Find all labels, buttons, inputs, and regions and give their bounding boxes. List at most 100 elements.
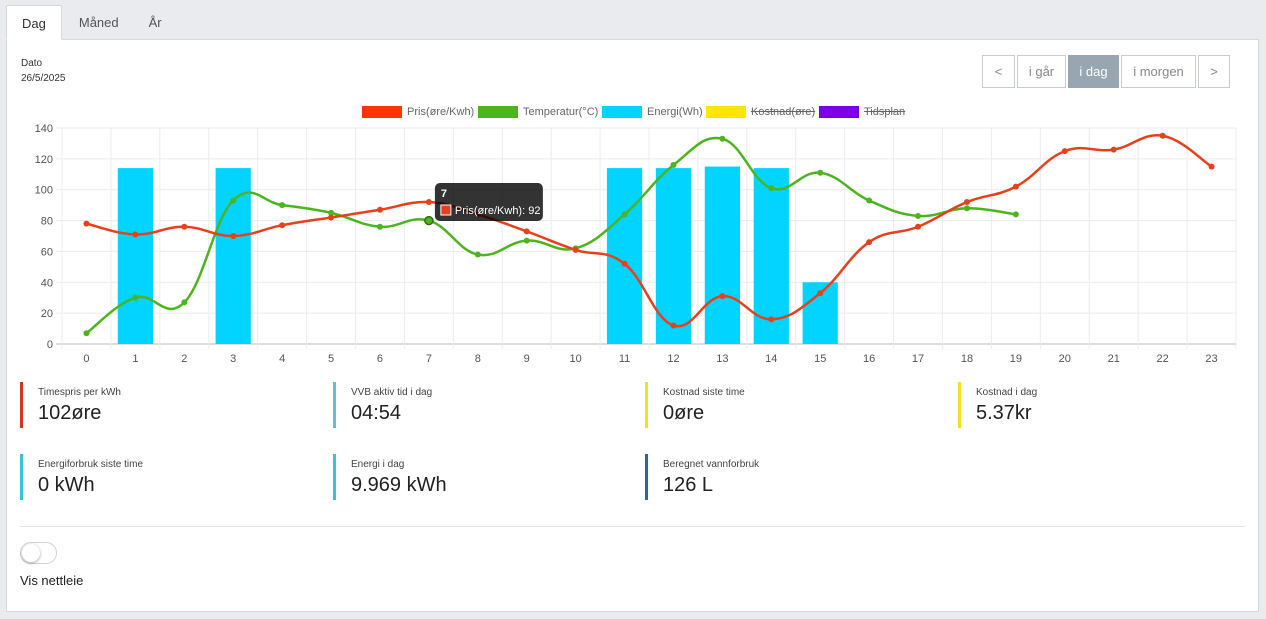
temperature-point bbox=[474, 251, 481, 258]
hover-point bbox=[424, 215, 434, 226]
card-vvb-active-time: VVB aktiv tid i dag 04:54 bbox=[333, 382, 432, 428]
price-point bbox=[1159, 132, 1166, 139]
legend-item-price[interactable]: Pris(øre/Kwh) bbox=[362, 105, 474, 119]
card-cost-last-hour: Kostnad siste time 0øre bbox=[645, 382, 745, 428]
x-tick-label: 18 bbox=[961, 353, 973, 365]
x-tick-label: 3 bbox=[230, 353, 236, 365]
price-point bbox=[963, 199, 970, 206]
tooltip-text: Pris(øre/Kwh): 92 bbox=[455, 205, 541, 217]
card-hourly-price: Timespris per kWh 102øre bbox=[20, 382, 121, 428]
price-point bbox=[866, 239, 873, 246]
temperature-point bbox=[621, 211, 628, 218]
x-tick-label: 8 bbox=[475, 353, 481, 365]
temperature-point bbox=[523, 237, 530, 244]
tooltip-swatch bbox=[440, 204, 452, 216]
temperature-point bbox=[719, 135, 726, 142]
temperature-point bbox=[328, 209, 335, 216]
tab-day[interactable]: Dag bbox=[6, 5, 62, 40]
price-point bbox=[181, 223, 188, 230]
y-tick-label: 140 bbox=[35, 123, 53, 135]
yesterday-button[interactable]: i går bbox=[1017, 55, 1066, 88]
y-tick-label: 60 bbox=[41, 246, 53, 258]
card-label: Kostnad siste time bbox=[663, 387, 745, 398]
x-tick-label: 22 bbox=[1157, 353, 1169, 365]
prev-day-button[interactable]: < bbox=[982, 55, 1015, 88]
tomorrow-button[interactable]: i morgen bbox=[1121, 55, 1196, 88]
x-tick-label: 12 bbox=[667, 353, 679, 365]
y-tick-label: 80 bbox=[41, 216, 53, 228]
x-tick-label: 5 bbox=[328, 353, 334, 365]
card-label: VVB aktiv tid i dag bbox=[351, 387, 433, 398]
price-point bbox=[1208, 163, 1215, 170]
tooltip-title: 7 bbox=[441, 188, 447, 200]
divider bbox=[20, 526, 1245, 527]
x-tick-label: 6 bbox=[377, 353, 383, 365]
legend-label-temperature: Temperatur(°C) bbox=[523, 106, 599, 118]
card-label: Beregnet vannforbruk bbox=[663, 459, 760, 470]
card-label: Kostnad i dag bbox=[976, 387, 1038, 398]
card-value: 102øre bbox=[38, 402, 102, 424]
x-tick-label: 15 bbox=[814, 353, 826, 365]
price-point bbox=[230, 233, 237, 239]
temperature-point bbox=[670, 162, 677, 169]
x-tick-label: 23 bbox=[1205, 353, 1217, 365]
card-energy-last-hour: Energiforbruk siste time 0 kWh bbox=[20, 454, 143, 500]
legend-item-temperature[interactable]: Temperatur(°C) bbox=[478, 105, 598, 119]
temperature-point bbox=[1012, 211, 1019, 218]
next-day-button[interactable]: > bbox=[1198, 55, 1230, 88]
temperature-point bbox=[866, 197, 873, 204]
date-label: Dato bbox=[21, 58, 43, 69]
legend-label-energy: Energi(Wh) bbox=[647, 106, 703, 118]
price-point bbox=[670, 322, 677, 329]
temperature-point bbox=[181, 299, 188, 306]
price-point bbox=[817, 290, 824, 297]
energy-bar bbox=[655, 168, 692, 344]
x-tick-label: 13 bbox=[716, 353, 728, 365]
price-point bbox=[768, 316, 775, 323]
x-tick-label: 16 bbox=[863, 353, 875, 365]
price-point bbox=[1012, 183, 1019, 190]
today-button[interactable]: i dag bbox=[1068, 55, 1119, 88]
price-point bbox=[279, 222, 286, 229]
energy-bar bbox=[215, 168, 251, 344]
grid-fee-toggle[interactable] bbox=[20, 542, 57, 564]
x-tick-label: 9 bbox=[524, 353, 530, 365]
legend-swatch-cost bbox=[706, 106, 746, 118]
legend-label-schedule: Tidsplan bbox=[864, 106, 906, 118]
legend-label-price: Pris(øre/Kwh) bbox=[407, 106, 475, 118]
y-tick-label: 120 bbox=[35, 154, 53, 166]
card-label: Energi i dag bbox=[351, 459, 405, 470]
price-point bbox=[425, 199, 432, 206]
grid-fee-toggle-label: Vis nettleie bbox=[20, 573, 84, 588]
toggle-knob bbox=[22, 544, 40, 562]
price-point bbox=[83, 220, 90, 227]
legend-item-schedule[interactable]: Tidsplan bbox=[819, 105, 905, 119]
x-tick-label: 1 bbox=[132, 353, 138, 365]
price-point bbox=[572, 246, 579, 253]
x-tick-label: 17 bbox=[912, 353, 924, 365]
energy-bar bbox=[117, 168, 153, 344]
card-label: Energiforbruk siste time bbox=[38, 459, 144, 470]
tab-month[interactable]: Måned bbox=[78, 15, 119, 30]
price-point bbox=[132, 231, 139, 238]
card-value: 5.37kr bbox=[976, 402, 1032, 424]
x-tick-label: 2 bbox=[181, 353, 187, 365]
x-tick-label: 14 bbox=[765, 353, 777, 365]
legend-label-cost: Kostnad(øre) bbox=[751, 106, 816, 118]
card-value: 0 kWh bbox=[38, 474, 95, 496]
legend-item-cost[interactable]: Kostnad(øre) bbox=[706, 105, 815, 119]
energy-bar bbox=[704, 166, 740, 344]
price-point bbox=[1110, 146, 1117, 153]
tab-year[interactable]: År bbox=[148, 15, 162, 30]
card-cost-today: Kostnad i dag 5.37kr bbox=[958, 382, 1037, 428]
tooltip-box bbox=[434, 183, 543, 221]
legend-swatch-energy bbox=[602, 106, 642, 118]
legend-item-energy[interactable]: Energi(Wh) bbox=[602, 105, 703, 119]
legend-swatch-temperature bbox=[478, 106, 518, 118]
price-point bbox=[719, 293, 726, 300]
x-tick-label: 20 bbox=[1059, 353, 1071, 365]
temperature-point bbox=[376, 223, 383, 230]
card-value: 0øre bbox=[663, 402, 705, 424]
temperature-point bbox=[279, 202, 286, 209]
